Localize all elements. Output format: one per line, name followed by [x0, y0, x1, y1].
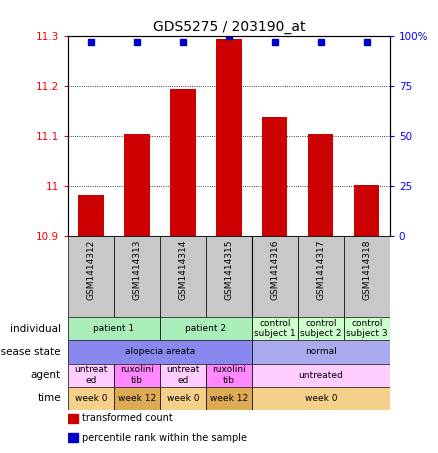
Bar — [68, 434, 78, 442]
Bar — [114, 236, 160, 317]
Bar — [298, 317, 344, 340]
Bar — [170, 88, 195, 236]
Bar — [68, 387, 114, 410]
Bar — [252, 340, 390, 363]
Text: week 0: week 0 — [166, 394, 199, 403]
Bar — [160, 236, 206, 317]
Text: week 0: week 0 — [74, 394, 107, 403]
Bar — [354, 185, 379, 236]
Bar — [160, 363, 206, 387]
Bar — [298, 236, 344, 317]
Text: normal: normal — [305, 347, 337, 357]
Bar — [124, 135, 149, 236]
Bar — [252, 363, 390, 387]
Text: alopecia areata: alopecia areata — [125, 347, 195, 357]
Bar — [160, 387, 206, 410]
Bar — [308, 135, 333, 236]
Title: GDS5275 / 203190_at: GDS5275 / 203190_at — [152, 20, 305, 34]
Text: ruxolini
tib: ruxolini tib — [212, 366, 246, 385]
Text: week 12: week 12 — [118, 394, 156, 403]
Bar — [114, 363, 160, 387]
Text: individual: individual — [10, 324, 61, 334]
Text: GSM1414314: GSM1414314 — [178, 240, 187, 300]
Bar — [68, 317, 160, 340]
Bar — [252, 236, 298, 317]
Bar — [344, 317, 390, 340]
Bar — [160, 317, 252, 340]
Text: patient 2: patient 2 — [185, 324, 226, 333]
Bar — [68, 236, 114, 317]
Text: disease state: disease state — [0, 347, 61, 357]
Text: control
subject 1: control subject 1 — [254, 319, 296, 338]
Text: week 0: week 0 — [304, 394, 337, 403]
Text: time: time — [37, 393, 61, 403]
Bar — [206, 363, 252, 387]
Text: week 12: week 12 — [210, 394, 248, 403]
Bar — [206, 236, 252, 317]
Text: GSM1414315: GSM1414315 — [224, 240, 233, 300]
Bar — [252, 387, 390, 410]
Text: control
subject 3: control subject 3 — [346, 319, 388, 338]
Bar — [206, 387, 252, 410]
Bar — [262, 117, 287, 236]
Text: GSM1414317: GSM1414317 — [316, 240, 325, 300]
Text: percentile rank within the sample: percentile rank within the sample — [82, 433, 247, 443]
Text: untreat
ed: untreat ed — [74, 366, 108, 385]
Bar — [68, 414, 78, 423]
Bar — [78, 195, 103, 236]
Bar — [68, 363, 114, 387]
Text: control
subject 2: control subject 2 — [300, 319, 342, 338]
Bar — [68, 340, 252, 363]
Text: agent: agent — [31, 370, 61, 380]
Bar — [114, 387, 160, 410]
Bar — [252, 317, 298, 340]
Text: GSM1414318: GSM1414318 — [362, 240, 371, 300]
Bar — [216, 39, 241, 236]
Text: GSM1414313: GSM1414313 — [132, 240, 141, 300]
Text: untreat
ed: untreat ed — [166, 366, 200, 385]
Text: GSM1414316: GSM1414316 — [270, 240, 279, 300]
Text: ruxolini
tib: ruxolini tib — [120, 366, 154, 385]
Text: patient 1: patient 1 — [93, 324, 134, 333]
Text: GSM1414312: GSM1414312 — [86, 240, 95, 300]
Text: untreated: untreated — [298, 371, 343, 380]
Bar — [344, 236, 390, 317]
Text: transformed count: transformed count — [82, 414, 173, 424]
